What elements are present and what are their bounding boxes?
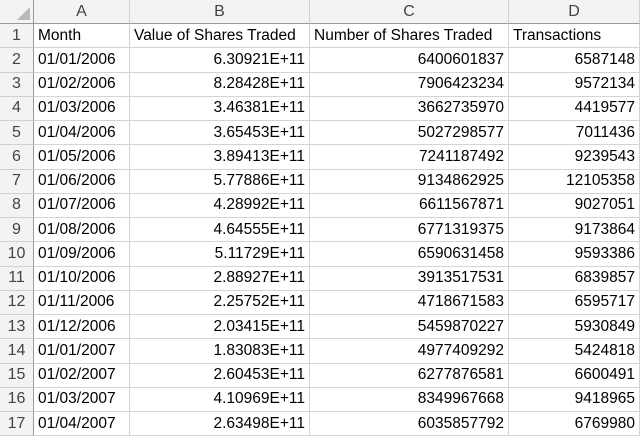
column-header-b[interactable]: B [130,0,310,24]
cell-transactions[interactable]: 12105358 [509,169,640,194]
cell-value-of-shares[interactable]: 5.77886E+11 [130,169,310,194]
cell-value-of-shares[interactable]: 4.10969E+11 [130,387,310,412]
cell-month[interactable]: 01/10/2006 [34,266,130,291]
cell-month[interactable]: 01/07/2006 [34,193,130,218]
cell-transactions[interactable]: 5930849 [509,315,640,340]
cell-month[interactable]: 01/12/2006 [34,315,130,340]
cell-transactions[interactable]: 9593386 [509,242,640,267]
cell-transactions[interactable]: 6595717 [509,290,640,315]
cell-month[interactable]: 01/01/2007 [34,339,130,364]
cell-month[interactable]: 01/04/2006 [34,121,130,146]
cell-month[interactable]: 01/02/2006 [34,72,130,97]
row-header[interactable]: 13 [0,315,34,340]
cell-value-of-shares[interactable]: 4.28992E+11 [130,193,310,218]
cell-transactions[interactable]: 9239543 [509,145,640,170]
cell-number-of-shares[interactable]: 7241187492 [310,145,509,170]
cell-number-of-shares[interactable]: 4977409292 [310,339,509,364]
cell-number-of-shares[interactable]: 4718671583 [310,290,509,315]
cell-transactions[interactable]: Transactions [509,24,640,49]
cell-transactions[interactable]: 6839857 [509,266,640,291]
cell-month[interactable]: 01/04/2007 [34,412,130,437]
row-header[interactable]: 2 [0,48,34,73]
cell-month[interactable]: 01/08/2006 [34,218,130,243]
cell-value-of-shares[interactable]: 2.88927E+11 [130,266,310,291]
cell-number-of-shares[interactable]: 5459870227 [310,315,509,340]
row-header[interactable]: 4 [0,96,34,121]
cell-transactions[interactable]: 7011436 [509,121,640,146]
cell-month[interactable]: 01/02/2007 [34,363,130,388]
cell-transactions[interactable]: 6769980 [509,412,640,437]
row-header[interactable]: 14 [0,339,34,364]
column-header-c[interactable]: C [310,0,509,24]
cell-month[interactable]: 01/05/2006 [34,145,130,170]
row-header[interactable]: 1 [0,24,34,49]
cell-number-of-shares[interactable]: 6611567871 [310,193,509,218]
row-header[interactable]: 9 [0,218,34,243]
cell-month[interactable]: 01/03/2007 [34,387,130,412]
cell-transactions[interactable]: 9173864 [509,218,640,243]
column-header-d[interactable]: D [509,0,640,24]
row-header[interactable]: 8 [0,193,34,218]
cell-month[interactable]: 01/01/2006 [34,48,130,73]
row-header[interactable]: 5 [0,121,34,146]
cell-number-of-shares[interactable]: 6590631458 [310,242,509,267]
cell-transactions[interactable]: 9572134 [509,72,640,97]
cell-value-of-shares[interactable]: 3.65453E+11 [130,121,310,146]
cell-month[interactable]: 01/11/2006 [34,290,130,315]
cell-value-of-shares[interactable]: 8.28428E+11 [130,72,310,97]
cell-value-of-shares[interactable]: 2.63498E+11 [130,412,310,437]
cell-transactions[interactable]: 4419577 [509,96,640,121]
cell-value-of-shares[interactable]: 2.03415E+11 [130,315,310,340]
cell-number-of-shares[interactable]: 6771319375 [310,218,509,243]
cell-value-of-shares[interactable]: 3.46381E+11 [130,96,310,121]
cell-transactions[interactable]: 9027051 [509,193,640,218]
row-header[interactable]: 3 [0,72,34,97]
cell-number-of-shares[interactable]: 3662735970 [310,96,509,121]
select-all-corner[interactable] [0,0,34,24]
row-header[interactable]: 6 [0,145,34,170]
row-header[interactable]: 16 [0,387,34,412]
row-header[interactable]: 15 [0,363,34,388]
cell-value-of-shares[interactable]: 2.25752E+11 [130,290,310,315]
cell-number-of-shares[interactable]: 6035857792 [310,412,509,437]
cell-month[interactable]: 01/06/2006 [34,169,130,194]
row-header[interactable]: 10 [0,242,34,267]
cell-month[interactable]: Month [34,24,130,49]
cell-value-of-shares[interactable]: Value of Shares Traded [130,24,310,49]
cell-month[interactable]: 01/03/2006 [34,96,130,121]
cell-transactions[interactable]: 6600491 [509,363,640,388]
cell-value-of-shares[interactable]: 5.11729E+11 [130,242,310,267]
cell-number-of-shares[interactable]: 5027298577 [310,121,509,146]
cell-value-of-shares[interactable]: 4.64555E+11 [130,218,310,243]
row-header[interactable]: 11 [0,266,34,291]
cell-number-of-shares[interactable]: Number of Shares Traded [310,24,509,49]
cell-number-of-shares[interactable]: 6400601837 [310,48,509,73]
cell-transactions[interactable]: 5424818 [509,339,640,364]
cell-number-of-shares[interactable]: 9134862925 [310,169,509,194]
row-header[interactable]: 12 [0,290,34,315]
cell-number-of-shares[interactable]: 8349967668 [310,387,509,412]
cell-value-of-shares[interactable]: 6.30921E+11 [130,48,310,73]
cell-transactions[interactable]: 6587148 [509,48,640,73]
column-header-a[interactable]: A [34,0,130,24]
cell-value-of-shares[interactable]: 2.60453E+11 [130,363,310,388]
row-header[interactable]: 17 [0,412,34,437]
cell-number-of-shares[interactable]: 7906423234 [310,72,509,97]
row-header[interactable]: 7 [0,169,34,194]
cell-transactions[interactable]: 9418965 [509,387,640,412]
cell-number-of-shares[interactable]: 6277876581 [310,363,509,388]
cell-value-of-shares[interactable]: 1.83083E+11 [130,339,310,364]
cell-month[interactable]: 01/09/2006 [34,242,130,267]
cell-value-of-shares[interactable]: 3.89413E+11 [130,145,310,170]
cell-number-of-shares[interactable]: 3913517531 [310,266,509,291]
select-all-icon [17,7,30,20]
